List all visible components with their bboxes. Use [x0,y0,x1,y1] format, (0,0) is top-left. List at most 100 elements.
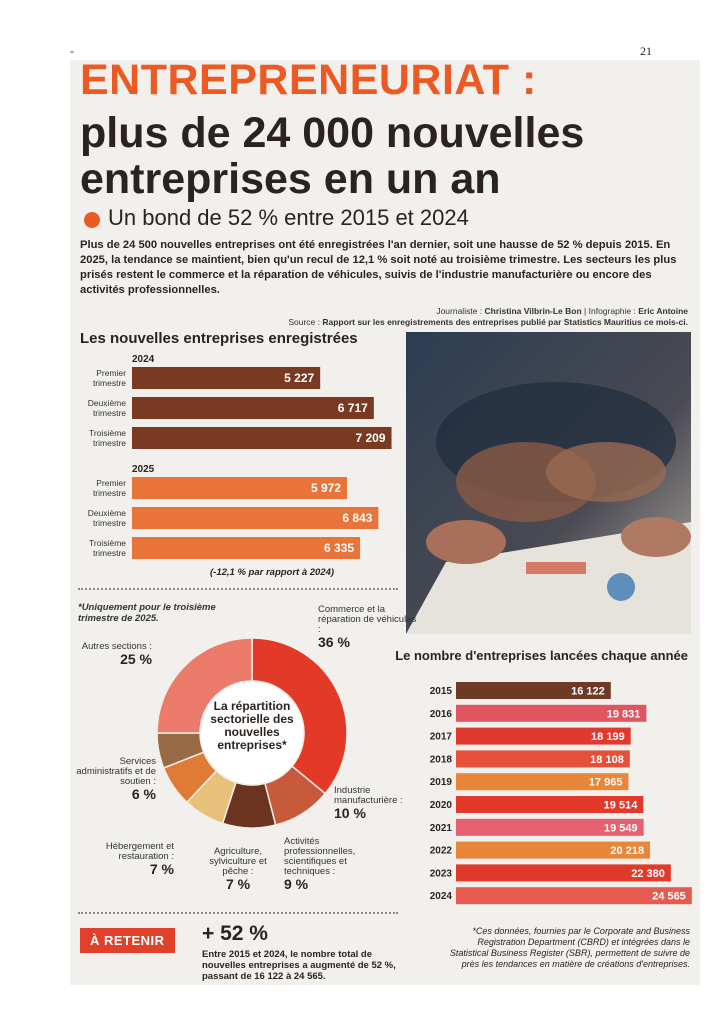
bar-year-2022 [456,841,651,859]
year-label: 2017 [430,732,453,743]
slice-pct: 36 % [318,634,350,650]
bar-value-label: 19 549 [604,822,638,834]
slice-label-agriculture: Agriculture, sylviculture et pêche : 7 % [198,846,278,892]
slice-pct: 10 % [334,805,366,821]
credits: Journaliste : Christina Vilbrin-Le Bon |… [88,306,688,328]
quarter-label-line1: Troisième [89,538,126,548]
year-label: 2016 [430,709,453,720]
quarter-label-line2: trimestre [93,408,126,418]
bar-2024-q1 [132,367,321,389]
bar-year-2017 [456,727,631,745]
slice-pct: 7 % [149,861,174,877]
slice-label-text: Autres sections : [81,641,152,652]
bar-value-label: 20 218 [610,845,644,857]
group-year-label: 2025 [132,464,155,475]
retenir-figure: + 52 % [202,922,268,945]
retenir-badge: À RETENIR [80,928,175,953]
slice-label-text: Services administratifs et de soutien : [76,756,156,787]
bar-year-2019 [456,773,629,791]
slice-pct: 25 % [120,651,152,667]
quarterly-chart-title: Les nouvelles entreprises enregistrées [80,330,358,347]
headline-kicker: ENTREPRENEURIAT : [80,60,537,104]
donut-slice-0 [251,637,348,795]
bar-value-label: 5 227 [284,371,314,385]
annual-bar-chart: 2015 16 122 2016 19 831 2017 18 199 2018 18 108… [430,682,692,905]
year-label: 2022 [430,846,453,857]
bar-value-label: 16 122 [571,686,605,698]
quarter-label-line1: Deuxième [88,508,127,518]
divider [78,588,398,590]
bar-year-2016 [456,704,647,722]
bar-2025-q3 [132,537,361,559]
group-year-label: 2024 [132,354,155,365]
year-label: 2024 [430,891,453,902]
quarter-label-line1: Deuxième [88,398,127,408]
year-label: 2023 [430,868,453,879]
source-text: Rapport sur les enregistrements des entr… [322,317,688,327]
retenir-text: Entre 2015 et 2024, le nombre total de n… [202,949,396,982]
infographic-label: | Infographie : [584,306,636,316]
headline-line-2: entreprises en un an [80,155,501,203]
infographic-author: Eric Antoine [638,306,688,316]
year-label: 2018 [430,754,453,765]
slice-label-autres: Autres sections : 25 % [80,641,152,667]
page-marker: - [70,44,74,58]
newspaper-article: ENTREPRENEURIAT : plus de 24 000 nouvell… [70,60,700,985]
bar-value-label: 19 514 [604,800,639,812]
bar-2025-q2 [132,507,379,529]
year-label: 2020 [430,800,453,811]
journalist-label: Journaliste : [436,306,483,316]
year-label: 2015 [430,686,453,697]
bar-year-2020 [456,796,644,813]
slice-label-commerce: Commerce et la réparation de véhicules :… [318,604,418,650]
bar-year-2018 [456,750,630,768]
bar-year-2023 [456,864,671,882]
quarter-label-line2: trimestre [93,378,126,388]
slice-label-text: Hébergement et restauration : [105,841,174,862]
quarter-label-line2: trimestre [93,488,126,498]
bar-year-2024 [456,887,692,905]
bullet-dot-icon [84,212,100,228]
donut-note: *Uniquement pour le troisième trimestre … [78,602,216,624]
donut-hole [201,682,303,784]
headline-line-1: plus de 24 000 nouvelles [80,109,585,157]
bar-2025-q1 [132,477,347,499]
subheadline: Un bond de 52 % entre 2015 et 2024 [108,205,469,230]
slice-label-text: Commerce et la réparation de véhicules : [318,604,417,635]
slice-label-text: Industrie manufacturière : [334,785,403,806]
slice-label-text: Agriculture, sylviculture et pêche : [209,846,267,877]
bar-value-label: 18 108 [590,754,624,766]
bar-year-2015 [456,682,611,699]
bar-value-label: 5 972 [311,481,341,495]
bar-value-label: 6 843 [342,511,372,525]
quarter-label-line2: trimestre [93,518,126,528]
bar-value-label: 22 380 [631,868,665,880]
bar-2024-q2 [132,397,374,419]
slice-label-text: Activités professionnelles, scientifique… [284,836,356,877]
quarter-label-line2: trimestre [93,438,126,448]
footnote: *Ces données, fournies par le Corporate … [449,926,690,969]
bar-value-label: 18 199 [591,731,625,743]
slice-label-hebergement: Hébergement et restauration : 7 % [82,841,174,877]
journalist-name: Christina Vilbrin-Le Bon [484,306,582,316]
bar-value-label: 7 209 [355,431,385,445]
slice-label-industrie: Industrie manufacturière : 10 % [334,785,424,821]
bar-value-label: 17 965 [589,777,623,789]
bar-2024-q3 [132,427,392,449]
slice-pct: 7 % [225,876,251,892]
slice-pct: 6 % [131,786,156,802]
quarter-label-line2: trimestre [93,548,126,558]
bar-year-2021 [456,818,644,836]
slice-pct: 9 % [284,876,309,892]
quarter-label-line1: Premier [96,368,126,378]
intro-paragraph: Plus de 24 500 nouvelles entreprises ont… [80,239,677,296]
bar-value-label: 24 565 [652,891,686,903]
annual-chart-title: Le nombre d'entreprises lancées chaque a… [395,648,688,663]
slice-label-services: Services administratifs et de soutien : … [76,756,156,802]
quarter-label-line1: Troisième [89,428,126,438]
sector-donut-chart [156,637,348,829]
source-label: Source : [288,317,320,327]
donut-title: La répartition sectorielle des nouvelles… [210,699,294,752]
bar-value-label: 6 717 [338,401,368,415]
